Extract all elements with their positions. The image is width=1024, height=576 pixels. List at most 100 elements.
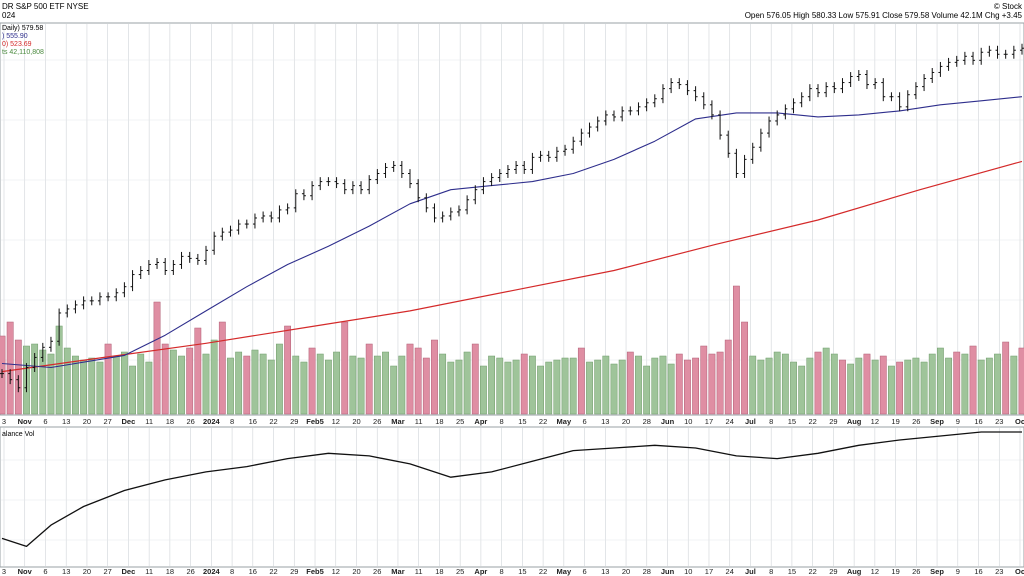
chart-title: DR S&P 500 ETF NYSE xyxy=(2,2,89,11)
ohlc-bar xyxy=(856,70,861,81)
x-tick-label: 26 xyxy=(186,417,194,426)
ohlc-bar xyxy=(563,144,568,156)
x-tick-label: 20 xyxy=(83,417,91,426)
ohlc-bar xyxy=(408,169,412,189)
volume-bar xyxy=(586,361,593,415)
obv-panel xyxy=(0,426,1024,568)
volume-bar xyxy=(969,345,977,415)
ohlc-bar xyxy=(448,207,453,221)
ohlc-bar xyxy=(864,70,869,90)
x-tick-label: Jul xyxy=(745,567,756,576)
volume-bar xyxy=(994,353,1001,415)
ohlc-bar xyxy=(930,68,935,83)
volume-bar xyxy=(839,359,846,415)
ohlc-bar xyxy=(359,181,364,195)
ohlc-bar xyxy=(212,231,217,255)
volume-bar xyxy=(292,355,300,415)
x-tick-label: 27 xyxy=(104,567,112,576)
ohlc-bar xyxy=(81,296,86,310)
volume-bar xyxy=(47,353,55,415)
obv-line xyxy=(1,431,1022,548)
ohlc-bar xyxy=(546,150,551,162)
x-tick-label: 6 xyxy=(582,567,586,576)
x-tick-label: Aug xyxy=(847,567,862,576)
volume-bar xyxy=(137,353,145,415)
volume-bar xyxy=(80,359,88,415)
x-tick-label: 29 xyxy=(290,567,298,576)
x-tick-label: 23 xyxy=(995,417,1003,426)
x-tick-label: 13 xyxy=(62,417,70,426)
ohlc-bar xyxy=(375,169,380,185)
ohlc-bar xyxy=(628,106,633,116)
ohlc-bar xyxy=(342,179,347,195)
ohlc-bar xyxy=(220,227,225,241)
volume-bar xyxy=(357,357,365,415)
ohlc-bar xyxy=(742,154,747,178)
price-bars xyxy=(0,43,1024,393)
volume-bar xyxy=(153,301,161,415)
volume-bar xyxy=(757,359,765,415)
x-tick-label: Sep xyxy=(930,417,944,426)
volume-bar xyxy=(659,355,667,415)
volume-bar xyxy=(928,353,936,415)
ohlc-bar xyxy=(489,173,494,187)
ohlc-bar xyxy=(465,195,470,215)
ohlc-bar xyxy=(195,253,200,265)
x-tick-label: 11 xyxy=(415,417,423,426)
x-tick-label: 25 xyxy=(456,417,464,426)
ohlc-bar xyxy=(285,203,290,215)
ohlc-bar xyxy=(709,100,714,120)
x-tick-label: 28 xyxy=(643,417,651,426)
x-tick-label: 22 xyxy=(269,567,277,576)
volume-bar xyxy=(202,353,210,415)
volume-bar xyxy=(871,359,879,415)
volume-bar xyxy=(161,343,169,415)
obv-label: alance Vol xyxy=(2,431,35,438)
x-tick-label: 12 xyxy=(871,417,879,426)
legend-volume: ts 42,110,808 xyxy=(2,49,44,56)
volume-bar xyxy=(365,343,373,415)
ohlc-bar xyxy=(416,179,421,203)
volume-bar xyxy=(749,355,757,415)
ohlc-bar xyxy=(1003,49,1008,59)
volume-bar xyxy=(300,361,308,415)
volume-bar xyxy=(145,361,153,415)
x-tick-label: 26 xyxy=(912,567,920,576)
ohlc-bar xyxy=(612,110,616,122)
volume-bar xyxy=(169,349,177,415)
ohlc-bar xyxy=(579,128,584,146)
x-axis-bottom: 3 Nov 6 13 20 27 Dec 11 18 26 2024 8 16 22 29 Feb5 12 20 2… xyxy=(2,567,1024,576)
x-tick-label: 15 xyxy=(518,567,526,576)
x-tick-label: 22 xyxy=(539,417,547,426)
ohlc-bar xyxy=(554,146,559,162)
x-tick-label: 18 xyxy=(435,567,443,576)
volume-bar xyxy=(0,335,6,415)
ohlc-bar xyxy=(938,61,943,77)
x-tick-label: 15 xyxy=(788,417,796,426)
volume-bar xyxy=(6,321,14,415)
ohlc-bar xyxy=(187,251,192,263)
x-tick-label: 26 xyxy=(373,417,381,426)
volume-bar xyxy=(227,357,234,415)
x-tick-label: 11 xyxy=(415,567,423,576)
legend-ma50: ) 555.90 xyxy=(2,33,28,40)
ohlc-bar xyxy=(726,130,731,158)
ohlc-bar xyxy=(73,300,78,314)
x-tick-label: 2024 xyxy=(203,417,221,426)
x-tick-label: Jun xyxy=(661,417,675,426)
ohlc-bar xyxy=(318,177,323,191)
volume-bar xyxy=(431,339,438,415)
x-tick-label: 29 xyxy=(290,417,298,426)
volume-bar xyxy=(830,353,838,415)
x-tick-label: 16 xyxy=(249,417,257,426)
volume-bar xyxy=(324,359,332,415)
volume-bar xyxy=(822,347,830,415)
volume-bar xyxy=(855,357,863,415)
volume-bar xyxy=(577,347,585,415)
volume-bar xyxy=(635,355,642,415)
ohlc-bar xyxy=(497,169,502,183)
x-tick-label: 20 xyxy=(622,567,630,576)
ohlc-bar xyxy=(244,219,249,229)
ohlc-bar xyxy=(767,116,772,138)
ohlc-bar xyxy=(106,292,111,302)
